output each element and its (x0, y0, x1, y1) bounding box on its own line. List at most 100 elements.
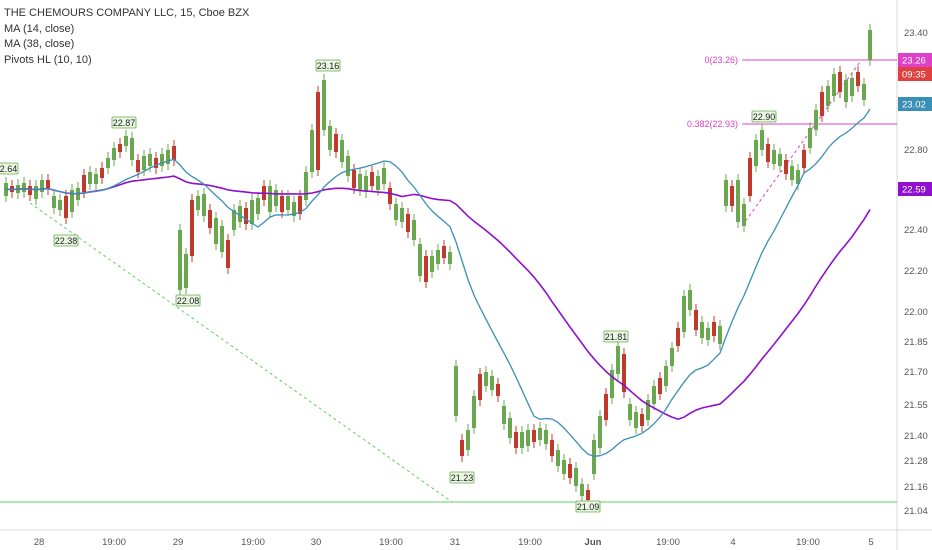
candle-body (178, 230, 182, 290)
x-tick-label: Jun (585, 537, 602, 548)
candle-body (556, 450, 560, 466)
x-tick-label: 19:00 (379, 537, 403, 548)
candle-body (28, 186, 32, 195)
candle-body (196, 196, 200, 210)
pivot-label: 21.81 (605, 332, 628, 342)
candle-body (634, 412, 638, 428)
pivot-label: 21.09 (577, 502, 600, 512)
candle-body (502, 406, 506, 424)
pivot-label: 22.38 (55, 236, 78, 246)
candle-body (850, 78, 854, 96)
candle-body (766, 144, 770, 162)
candle-body (790, 166, 794, 180)
candle-body (592, 440, 596, 474)
candle-body (220, 226, 224, 252)
candle-body (754, 140, 758, 166)
candle-body (34, 186, 38, 199)
candle-body (814, 110, 818, 130)
candle-body (442, 246, 446, 258)
y-tick-label: 21.16 (904, 482, 928, 493)
candle-body (856, 72, 860, 86)
candle-body (784, 160, 788, 174)
candle-body (418, 244, 422, 276)
candle-body (748, 158, 752, 196)
candle-body (736, 180, 740, 222)
candle-body (694, 310, 698, 330)
candle-body (832, 74, 836, 96)
candle-body (388, 188, 392, 204)
y-tick-label: 21.04 (904, 506, 928, 517)
candle-body (412, 220, 416, 240)
candle-body (796, 170, 800, 184)
y-tick-label: 22.80 (904, 145, 928, 156)
candle-body (256, 198, 260, 214)
candle-body (370, 172, 374, 186)
candle-body (328, 126, 332, 150)
candle-body (802, 150, 806, 168)
candle-body (238, 206, 242, 222)
x-tick-label: 5 (868, 537, 873, 548)
x-tick-label: 19:00 (102, 537, 126, 548)
candle-body (838, 72, 842, 92)
candle-body (550, 440, 554, 456)
candle-body (340, 140, 344, 162)
candle-body (400, 208, 404, 222)
pivot-marker (111, 116, 137, 129)
candle-body (844, 80, 848, 102)
x-tick-label: 19:00 (656, 537, 680, 548)
candle-body (352, 170, 356, 188)
candle-body (346, 156, 350, 176)
price-tag-label: 23.26 (902, 56, 926, 67)
candle-body (718, 326, 722, 344)
candle-body (742, 204, 746, 226)
candle-body (508, 418, 512, 438)
candle-body (574, 468, 578, 486)
pivot-marker (315, 59, 341, 72)
y-tick-label: 21.70 (904, 367, 928, 378)
candle-body (202, 194, 206, 216)
price-tag (898, 182, 932, 196)
x-tick-label: 19:00 (241, 537, 265, 548)
candle-body (724, 180, 728, 206)
pivot-marker (603, 330, 629, 343)
candle-body (88, 172, 92, 184)
pivot-label: 23.16 (317, 61, 340, 71)
candle-body (316, 92, 320, 170)
candle-body (646, 400, 650, 420)
x-tick-label: 19:00 (796, 537, 820, 548)
candle-body (514, 432, 518, 448)
candle-body (562, 460, 566, 474)
candle-body (226, 240, 230, 268)
pivot-marker (175, 294, 201, 307)
candle-body (52, 196, 56, 208)
candle-body (292, 202, 296, 216)
candle-body (280, 196, 284, 212)
candle-body (466, 430, 470, 450)
fib-level-label: 0.382(22.93) (687, 119, 738, 129)
candle-body (136, 160, 140, 172)
candle-body (628, 404, 632, 420)
pivot-marker (0, 162, 19, 175)
candle-body (304, 172, 308, 200)
candle-body (268, 186, 272, 212)
candle-body (490, 376, 494, 390)
candle-body (496, 384, 500, 396)
candle-body (82, 175, 86, 192)
candle-body (568, 464, 572, 478)
candle-body (250, 200, 254, 224)
candle-body (436, 250, 440, 264)
candle-body (712, 322, 716, 336)
price-tag-label: 22.59 (902, 185, 926, 196)
y-tick-label: 23.40 (904, 28, 928, 39)
candle-body (538, 428, 542, 440)
candle-body (484, 372, 488, 386)
price-tag (898, 53, 932, 67)
candle-body (286, 196, 290, 210)
candle-body (112, 148, 116, 160)
candle-body (598, 416, 602, 448)
y-tick-label: 21.40 (904, 431, 928, 442)
price-tag (898, 97, 932, 111)
candle-body (868, 30, 872, 60)
candle-body (232, 210, 236, 230)
